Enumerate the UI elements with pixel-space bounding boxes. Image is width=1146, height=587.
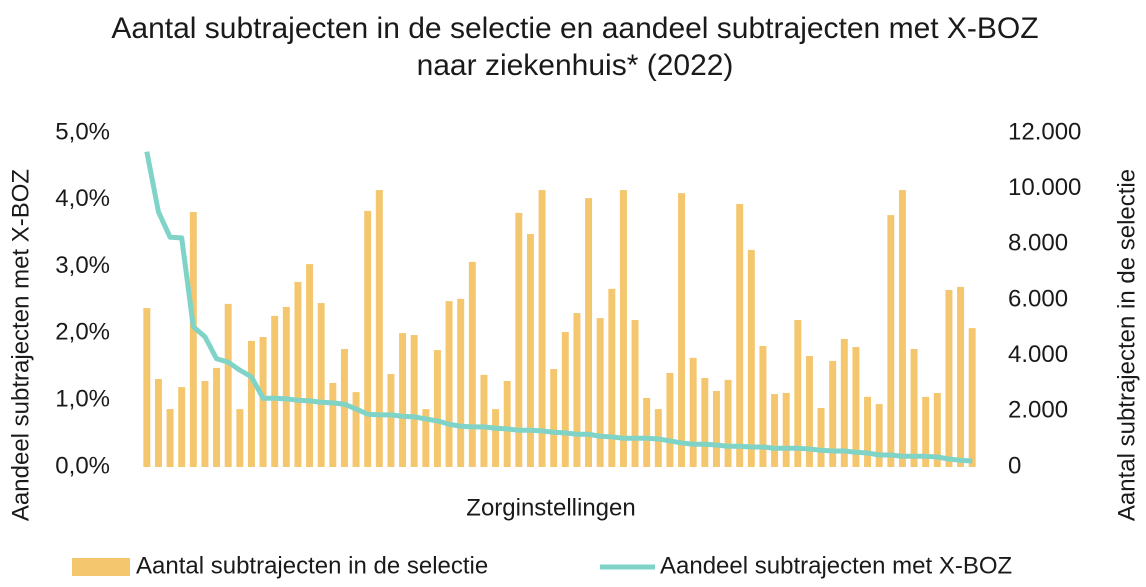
bar: [247, 340, 255, 467]
bar: [852, 347, 860, 467]
bar: [503, 380, 511, 467]
bar: [840, 338, 848, 467]
bar: [573, 313, 581, 467]
bar: [282, 306, 290, 467]
bar: [782, 392, 790, 467]
chart-title: Aantal subtrajecten in de selectie en aa…: [111, 12, 1039, 82]
x-axis-label: Zorginstellingen: [466, 494, 635, 521]
y-tick-label: 5,0%: [55, 118, 110, 145]
bar: [201, 380, 209, 467]
y2-tick-label: 8.000: [1008, 230, 1068, 257]
bar: [445, 301, 453, 467]
bar: [538, 190, 546, 467]
bar: [643, 397, 651, 467]
bar: [864, 396, 872, 467]
legend-swatch: [72, 558, 130, 576]
bar: [933, 392, 941, 467]
bar: [724, 379, 732, 467]
bar: [515, 212, 523, 467]
bar: [585, 198, 593, 467]
bar: [306, 264, 314, 467]
bar: [213, 367, 221, 467]
bar: [747, 249, 755, 467]
y-tick-label: 4,0%: [55, 185, 110, 212]
bar: [410, 335, 418, 467]
y2-tick-label: 10.000: [1008, 174, 1081, 201]
bar: [236, 409, 244, 467]
y2-tick-label: 12.000: [1008, 118, 1081, 145]
bar: [887, 215, 895, 467]
bar: [829, 360, 837, 467]
bar: [957, 286, 965, 467]
y-tick-label: 2,0%: [55, 319, 110, 346]
bar: [457, 298, 465, 467]
bar: [771, 394, 779, 467]
bar: [759, 345, 767, 467]
legend-label: Aantal subtrajecten in de selectie: [136, 552, 488, 579]
bar: [271, 315, 279, 467]
bar: [224, 303, 232, 467]
bar: [480, 374, 488, 467]
y2-tick-label: 0: [1008, 452, 1021, 479]
bar: [817, 407, 825, 467]
bar: [526, 234, 534, 467]
bar: [340, 348, 348, 467]
y-tick-label: 3,0%: [55, 252, 110, 279]
bar: [387, 374, 395, 467]
y2-tick-label: 4.000: [1008, 341, 1068, 368]
bar: [968, 328, 976, 467]
legend-label: Aandeel subtrajecten met X-BOZ: [660, 552, 1012, 579]
bar: [422, 409, 430, 467]
bar: [433, 350, 441, 467]
bar: [805, 355, 813, 467]
bar: [294, 281, 302, 467]
bar: [794, 320, 802, 467]
bar: [364, 210, 372, 467]
y-tick-label: 0,0%: [55, 452, 110, 479]
y2-tick-label: 6.000: [1008, 285, 1068, 312]
bar: [678, 193, 686, 467]
bar: [189, 212, 197, 467]
bar: [550, 369, 558, 467]
bar: [701, 377, 709, 467]
bar: [154, 379, 162, 467]
bar: [352, 392, 360, 467]
bar: [619, 190, 627, 467]
bar: [875, 404, 883, 467]
bar: [898, 190, 906, 467]
bar: [259, 337, 267, 467]
bar: [317, 303, 325, 467]
y2-axis-label: Aantal subtrajecten in de selectie: [1113, 169, 1140, 521]
line: [144, 151, 973, 464]
bar: [736, 203, 744, 467]
y-tick-label: 1,0%: [55, 386, 110, 413]
bar: [399, 333, 407, 467]
y-axis-label: Aandeel subtrajecten met X-BOZ: [7, 169, 34, 521]
bar: [561, 332, 569, 467]
y2-tick-label: 2.000: [1008, 397, 1068, 424]
bar: [631, 320, 639, 467]
bar: [143, 308, 151, 467]
bar: [492, 409, 500, 467]
bar: [712, 391, 720, 467]
bar: [608, 288, 616, 467]
bar: [329, 382, 337, 467]
bar: [910, 348, 918, 467]
bar: [178, 387, 186, 467]
bar: [166, 409, 174, 467]
bar: [375, 190, 383, 467]
bar: [596, 318, 604, 467]
bar: [922, 396, 930, 467]
bar: [666, 372, 674, 467]
bar: [945, 289, 953, 467]
bar: [468, 261, 476, 467]
bar: [689, 357, 697, 467]
